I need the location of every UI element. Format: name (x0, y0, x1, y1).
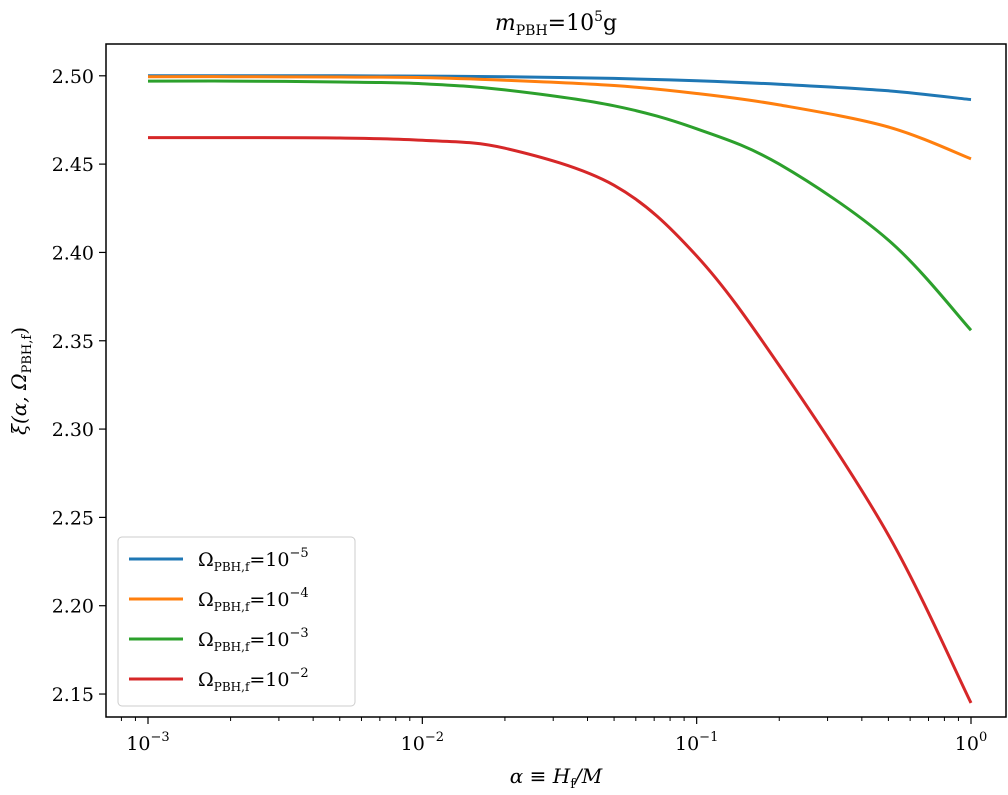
y-tick-label: 2.20 (52, 596, 94, 618)
x-tick-label: 10−1 (675, 730, 718, 755)
x-axis-label-sub: f (570, 777, 576, 792)
x-axis-label-a: α ≡ H (510, 764, 571, 788)
axis-ticks: 2.15 2.20 2.25 2.30 2.35 2.40 2.45 2.50 10−3 10−2… (52, 66, 988, 755)
legend-label: ΩPBH,f=10−2 (198, 666, 309, 694)
x-axis-label: α ≡ Hf/M (510, 764, 603, 792)
legend-label: ΩPBH,f=10−4 (198, 586, 309, 614)
legend-label: ΩPBH,f=10−3 (198, 626, 309, 654)
y-tick-label: 2.40 (52, 242, 94, 264)
y-axis-label: ξ(α, ΩPBH,f) (7, 327, 35, 435)
legend: ΩPBH,f=10−5 ΩPBH,f=10−4 ΩPBH,f=10−3 ΩPBH,f=… (117, 536, 356, 707)
y-axis-label-sub: PBH,f (20, 334, 35, 374)
plot-area (147, 74, 973, 704)
y-tick-label: 2.15 (52, 684, 94, 706)
legend-label: ΩPBH,f=10−5 (198, 546, 309, 574)
legend-box (117, 536, 356, 707)
series-line-4 (148, 136, 973, 704)
title-superscript: 5 (594, 9, 603, 25)
axes-frame (105, 43, 1007, 718)
series-line-2 (147, 75, 972, 161)
y-tick-label: 2.45 (52, 154, 94, 176)
chart-title: mPBH=105g (495, 9, 617, 39)
y-axis-label-a: ξ(α, Ω (7, 373, 31, 435)
y-tick-label: 2.30 (52, 419, 94, 441)
x-axis-label-b: /M (573, 764, 603, 788)
title-subscript: PBH (516, 23, 548, 39)
x-tick-label: 10−2 (401, 730, 444, 755)
x-tick-label: 10−3 (126, 730, 169, 755)
title-base: m (495, 11, 516, 36)
title-tail: g (603, 11, 617, 36)
series-line-3 (147, 79, 973, 332)
y-tick-label: 2.50 (52, 66, 94, 88)
x-tick-label: 100 (955, 730, 987, 755)
y-axis-label-b: ) (7, 327, 31, 335)
y-tick-label: 2.25 (52, 507, 94, 529)
title-mid: =10 (548, 11, 594, 36)
y-tick-label: 2.35 (52, 331, 94, 353)
